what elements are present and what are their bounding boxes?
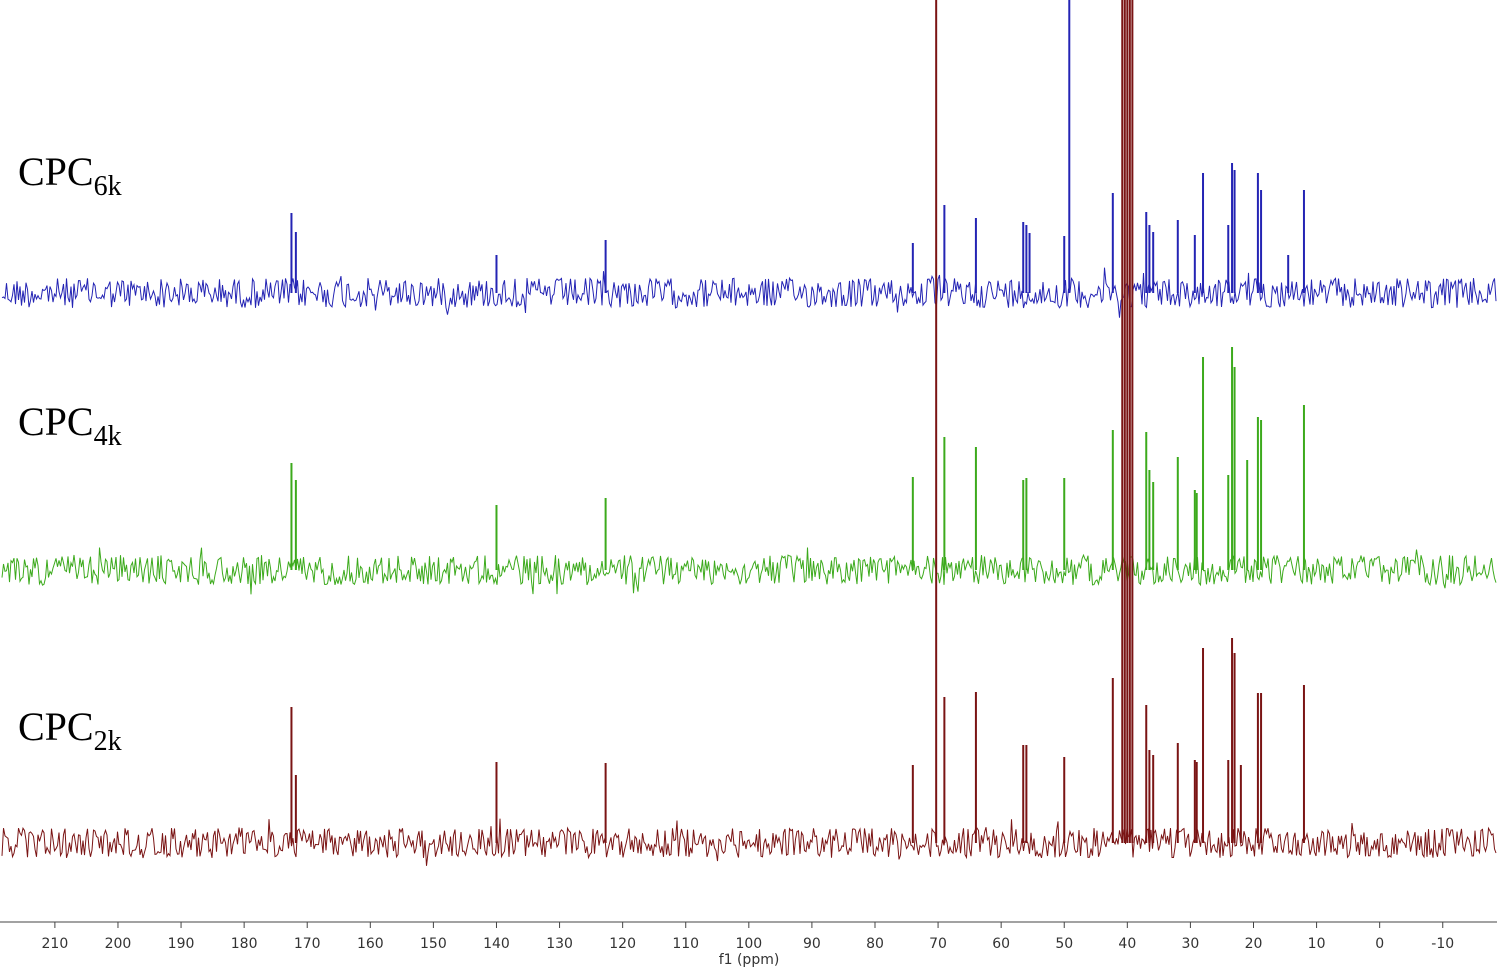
x-tick-label: 60 [992, 936, 1010, 952]
x-tick-label: 130 [546, 936, 573, 952]
series-label-main: CPC [18, 704, 94, 749]
series-label-sub: 6k [94, 171, 122, 202]
x-tick-label: 10 [1308, 936, 1326, 952]
x-tick-label: 210 [42, 936, 69, 952]
x-tick-label: 90 [803, 936, 821, 952]
baseline-noise [1, 818, 1497, 866]
series-label-sub: 2k [94, 726, 122, 757]
x-tick-label: 200 [105, 936, 132, 952]
series-label: CPC4k [18, 399, 122, 452]
x-tick-label: 120 [609, 936, 636, 952]
x-tick-label: 170 [294, 936, 321, 952]
x-tick-label: 190 [168, 936, 195, 952]
x-tick-label: 70 [929, 936, 947, 952]
x-tick-label: 180 [231, 936, 258, 952]
series-label: CPC2k [18, 704, 122, 757]
x-tick-label: 80 [866, 936, 884, 952]
series-label: CPC6k [18, 149, 122, 202]
x-tick-label: -10 [1431, 936, 1454, 952]
x-tick-label: 140 [483, 936, 510, 952]
x-tick-label: 110 [672, 936, 699, 952]
x-tick-label: 50 [1055, 936, 1073, 952]
baseline-noise [1, 267, 1497, 318]
x-tick-label: 150 [420, 936, 447, 952]
x-tick-label: 0 [1375, 936, 1384, 952]
x-axis-label: f1 (ppm) [719, 952, 780, 968]
x-tick-label: 30 [1181, 936, 1199, 952]
baseline-noise [1, 547, 1497, 595]
series-label-main: CPC [18, 149, 94, 194]
x-tick-label: 40 [1118, 936, 1136, 952]
series-label-main: CPC [18, 399, 94, 444]
x-tick-label: 160 [357, 936, 384, 952]
series-label-sub: 4k [94, 421, 122, 452]
x-tick-label: 100 [735, 936, 762, 952]
x-tick-label: 20 [1245, 936, 1263, 952]
